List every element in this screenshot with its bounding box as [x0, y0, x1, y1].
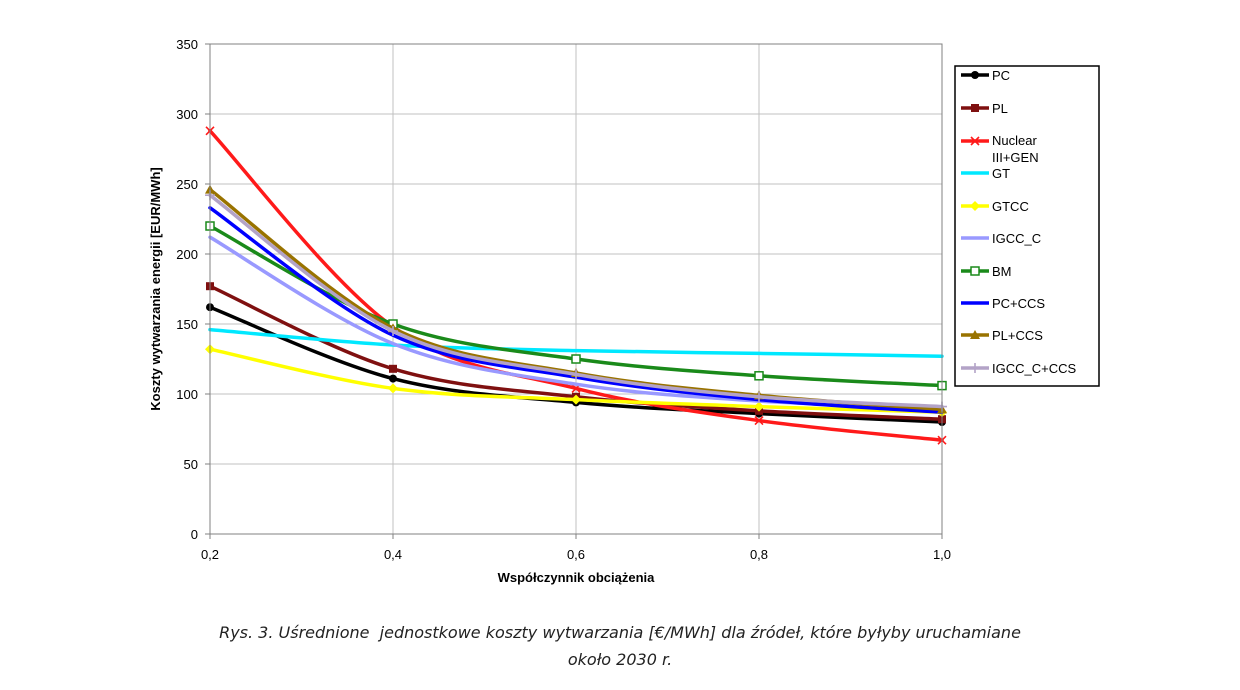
figure-caption: Rys. 3. Uśrednione jednostkowe koszty wy…	[0, 619, 1240, 673]
data-point	[571, 354, 581, 364]
data-point	[388, 326, 398, 336]
legend-marker	[970, 363, 980, 373]
y-tick-label: 100	[176, 387, 198, 402]
legend-label-continued: III+GEN	[992, 150, 1039, 165]
cost-chart: 0,2 0,4 0,6 0,8 1,0 0 50 100 150 200 250 300 350 Wsp…	[148, 37, 1100, 585]
y-tick-label: 50	[184, 457, 198, 472]
legend-frame	[954, 65, 1100, 387]
y-axis-title: Koszty wytwarzania energii [EUR/MWh]	[148, 167, 163, 410]
legend-marker	[970, 330, 980, 339]
data-point	[388, 383, 398, 394]
legend-label: Nuclear	[992, 133, 1037, 148]
x-axis-title: Współczynnik obciążenia	[498, 570, 656, 585]
series-line	[208, 129, 944, 442]
y-tick-label: 350	[176, 37, 198, 52]
data-point	[754, 416, 764, 426]
legend-item: PC+CCS	[961, 296, 1045, 311]
legend-label: GTCC	[992, 199, 1029, 214]
legend-item: IGCC_C	[961, 231, 1041, 246]
legend-marker	[970, 136, 980, 146]
data-point	[754, 371, 764, 381]
legend-label: IGCC_C+CCS	[992, 361, 1076, 376]
y-tick-label: 250	[176, 177, 198, 192]
y-tick-label: 150	[176, 317, 198, 332]
legend-label: PC+CCS	[992, 296, 1045, 311]
data-point	[571, 369, 581, 380]
data-point	[389, 364, 397, 373]
x-tick-label: 0,8	[750, 547, 768, 562]
legend-item: PL	[961, 101, 1008, 116]
legend-item: GT	[961, 166, 1010, 181]
x-tick-label: 0,2	[201, 547, 219, 562]
series-gtcc	[205, 344, 947, 418]
data-point	[754, 391, 764, 402]
legend-marker	[970, 201, 980, 211]
legend-label: PL	[992, 101, 1008, 116]
legend-marker	[971, 71, 979, 79]
legend-label: PC	[992, 68, 1010, 83]
tick-labels: 0,2 0,4 0,6 0,8 1,0 0 50 100 150 200 250 300 350	[176, 37, 951, 562]
legend-marker	[970, 266, 980, 276]
legend-label: GT	[992, 166, 1010, 181]
x-tick-label: 1,0	[933, 547, 951, 562]
grid	[210, 44, 942, 534]
legend-item: PC	[961, 68, 1010, 83]
legend-item: IGCC_C+CCS	[961, 361, 1076, 376]
series-gt	[208, 327, 944, 358]
legend-item: GTCC	[961, 199, 1029, 214]
caption-line-2: około 2030 r.	[567, 650, 673, 669]
legend-marker	[971, 104, 979, 112]
series-line	[208, 327, 944, 358]
legend-label: PL+CCS	[992, 328, 1043, 343]
x-tick-label: 0,6	[567, 547, 585, 562]
y-tick-label: 300	[176, 107, 198, 122]
y-tick-label: 0	[191, 527, 198, 542]
legend-item: Nuclear III+GEN	[961, 133, 1039, 165]
data-point	[571, 394, 581, 405]
data-point	[754, 401, 764, 412]
x-tick-label: 0,4	[384, 547, 402, 562]
data-point	[389, 374, 397, 383]
legend-label: BM	[992, 264, 1012, 279]
legend-item: BM	[961, 264, 1012, 279]
series-lines	[205, 126, 947, 445]
caption-line-1: Rys. 3. Uśrednione jednostkowe koszty wy…	[219, 623, 1021, 642]
legend-label: IGCC_C	[992, 231, 1041, 246]
legend-item: PL+CCS	[961, 328, 1043, 343]
y-tick-label: 200	[176, 247, 198, 262]
